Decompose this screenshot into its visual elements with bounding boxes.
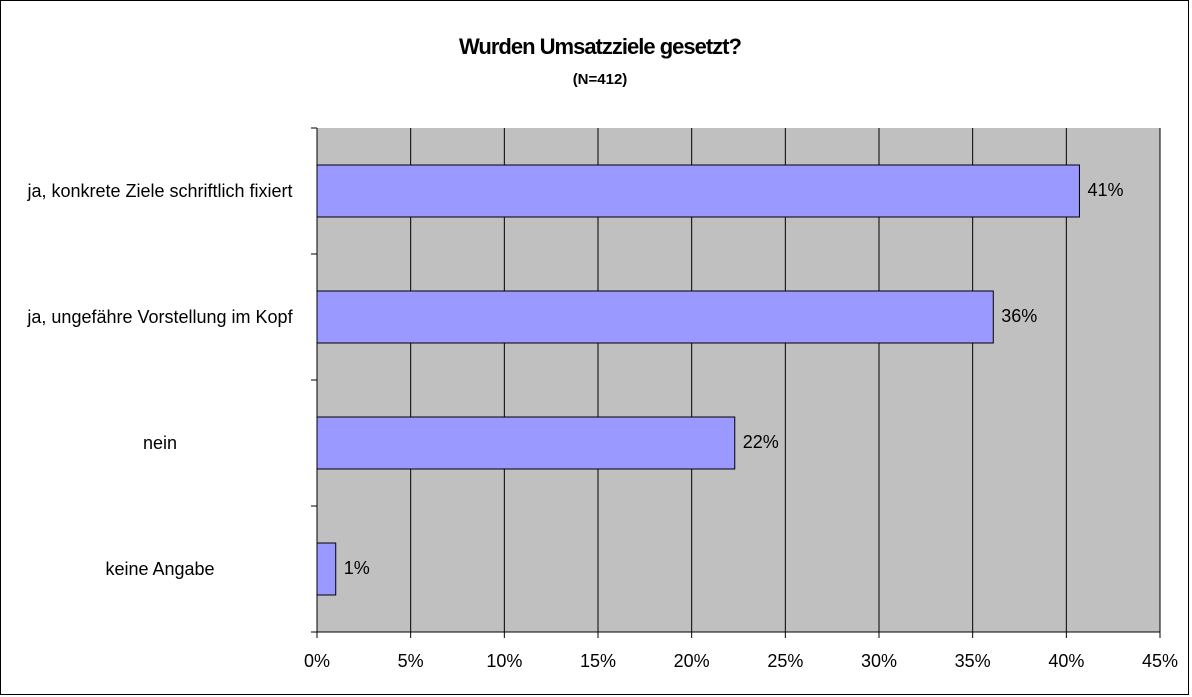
bar: [316, 290, 994, 344]
x-tick-label: 10%: [486, 651, 522, 671]
bar: [316, 542, 337, 596]
x-tick-label: 25%: [767, 651, 803, 671]
x-tick-label: 45%: [1142, 651, 1178, 671]
y-tick-label: nein: [142, 433, 178, 453]
x-tick-label: 35%: [955, 651, 991, 671]
x-tick-label: 15%: [580, 651, 616, 671]
x-tick-label: 5%: [398, 651, 424, 671]
value-label: 22%: [743, 432, 779, 452]
y-tick-label: keine Angabe: [105, 559, 215, 579]
chart-title: Wurden Umsatzziele gesetzt?: [459, 34, 741, 59]
bar: [316, 416, 736, 470]
y-tick-label: ja, ungefähre Vorstellung im Kopf: [27, 307, 293, 327]
value-label: 41%: [1087, 180, 1123, 200]
value-label: 36%: [1001, 306, 1037, 326]
x-tick-label: 20%: [674, 651, 710, 671]
chart-subtitle: (N=412): [573, 71, 628, 88]
value-label: 1%: [344, 558, 370, 578]
y-tick-label: ja, konkrete Ziele schriftlich fixiert: [27, 181, 293, 201]
bar: [316, 164, 1080, 218]
x-tick-label: 40%: [1048, 651, 1084, 671]
x-tick-label: 0%: [304, 651, 330, 671]
x-tick-label: 30%: [861, 651, 897, 671]
